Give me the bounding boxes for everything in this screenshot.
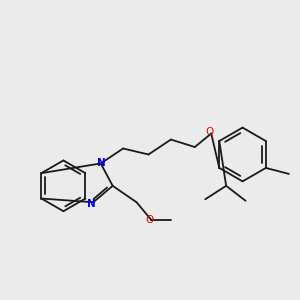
Text: N: N bbox=[97, 158, 106, 168]
Text: N: N bbox=[87, 199, 96, 209]
Text: O: O bbox=[146, 215, 154, 225]
Text: O: O bbox=[206, 127, 214, 137]
